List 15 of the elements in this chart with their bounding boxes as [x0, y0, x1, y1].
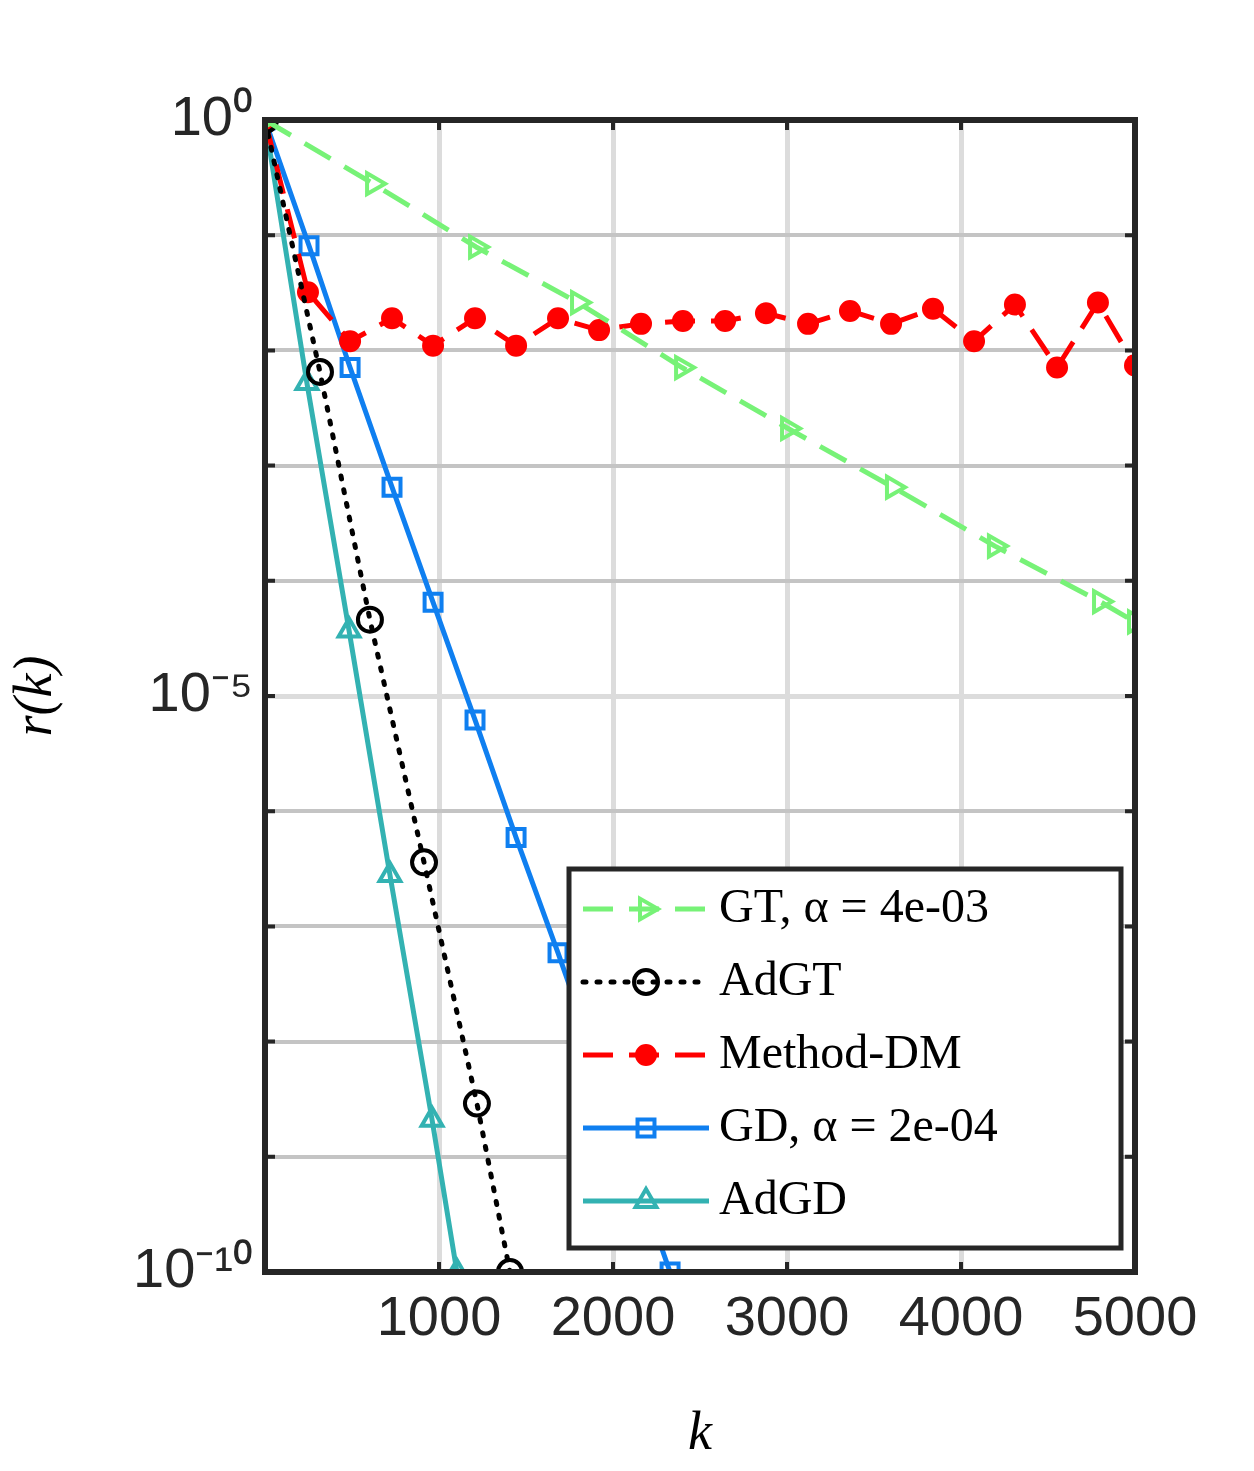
legend-label: GT, α = 4e-03 [719, 878, 989, 932]
legend-label: AdGT [719, 951, 842, 1005]
x-tick-label: 2000 [550, 1284, 676, 1348]
x-tick-label: 3000 [724, 1284, 850, 1348]
legend-label: AdGD [719, 1170, 847, 1224]
x-tick-label: 1000 [376, 1284, 502, 1348]
y-tick-label: 10⁻⁵ [148, 660, 253, 724]
x-tick-label: 4000 [898, 1284, 1024, 1348]
y-tick-label: 10⁻¹⁰ [133, 1236, 253, 1300]
legend-label: GD, α = 2e-04 [719, 1097, 998, 1151]
x-axis-title: k [688, 1400, 714, 1461]
x-tick-label: 5000 [1072, 1284, 1198, 1348]
legend-label: Method-DM [719, 1024, 962, 1078]
y-axis-title: r(k) [2, 655, 63, 737]
y-tick-label: 10⁰ [170, 84, 253, 148]
